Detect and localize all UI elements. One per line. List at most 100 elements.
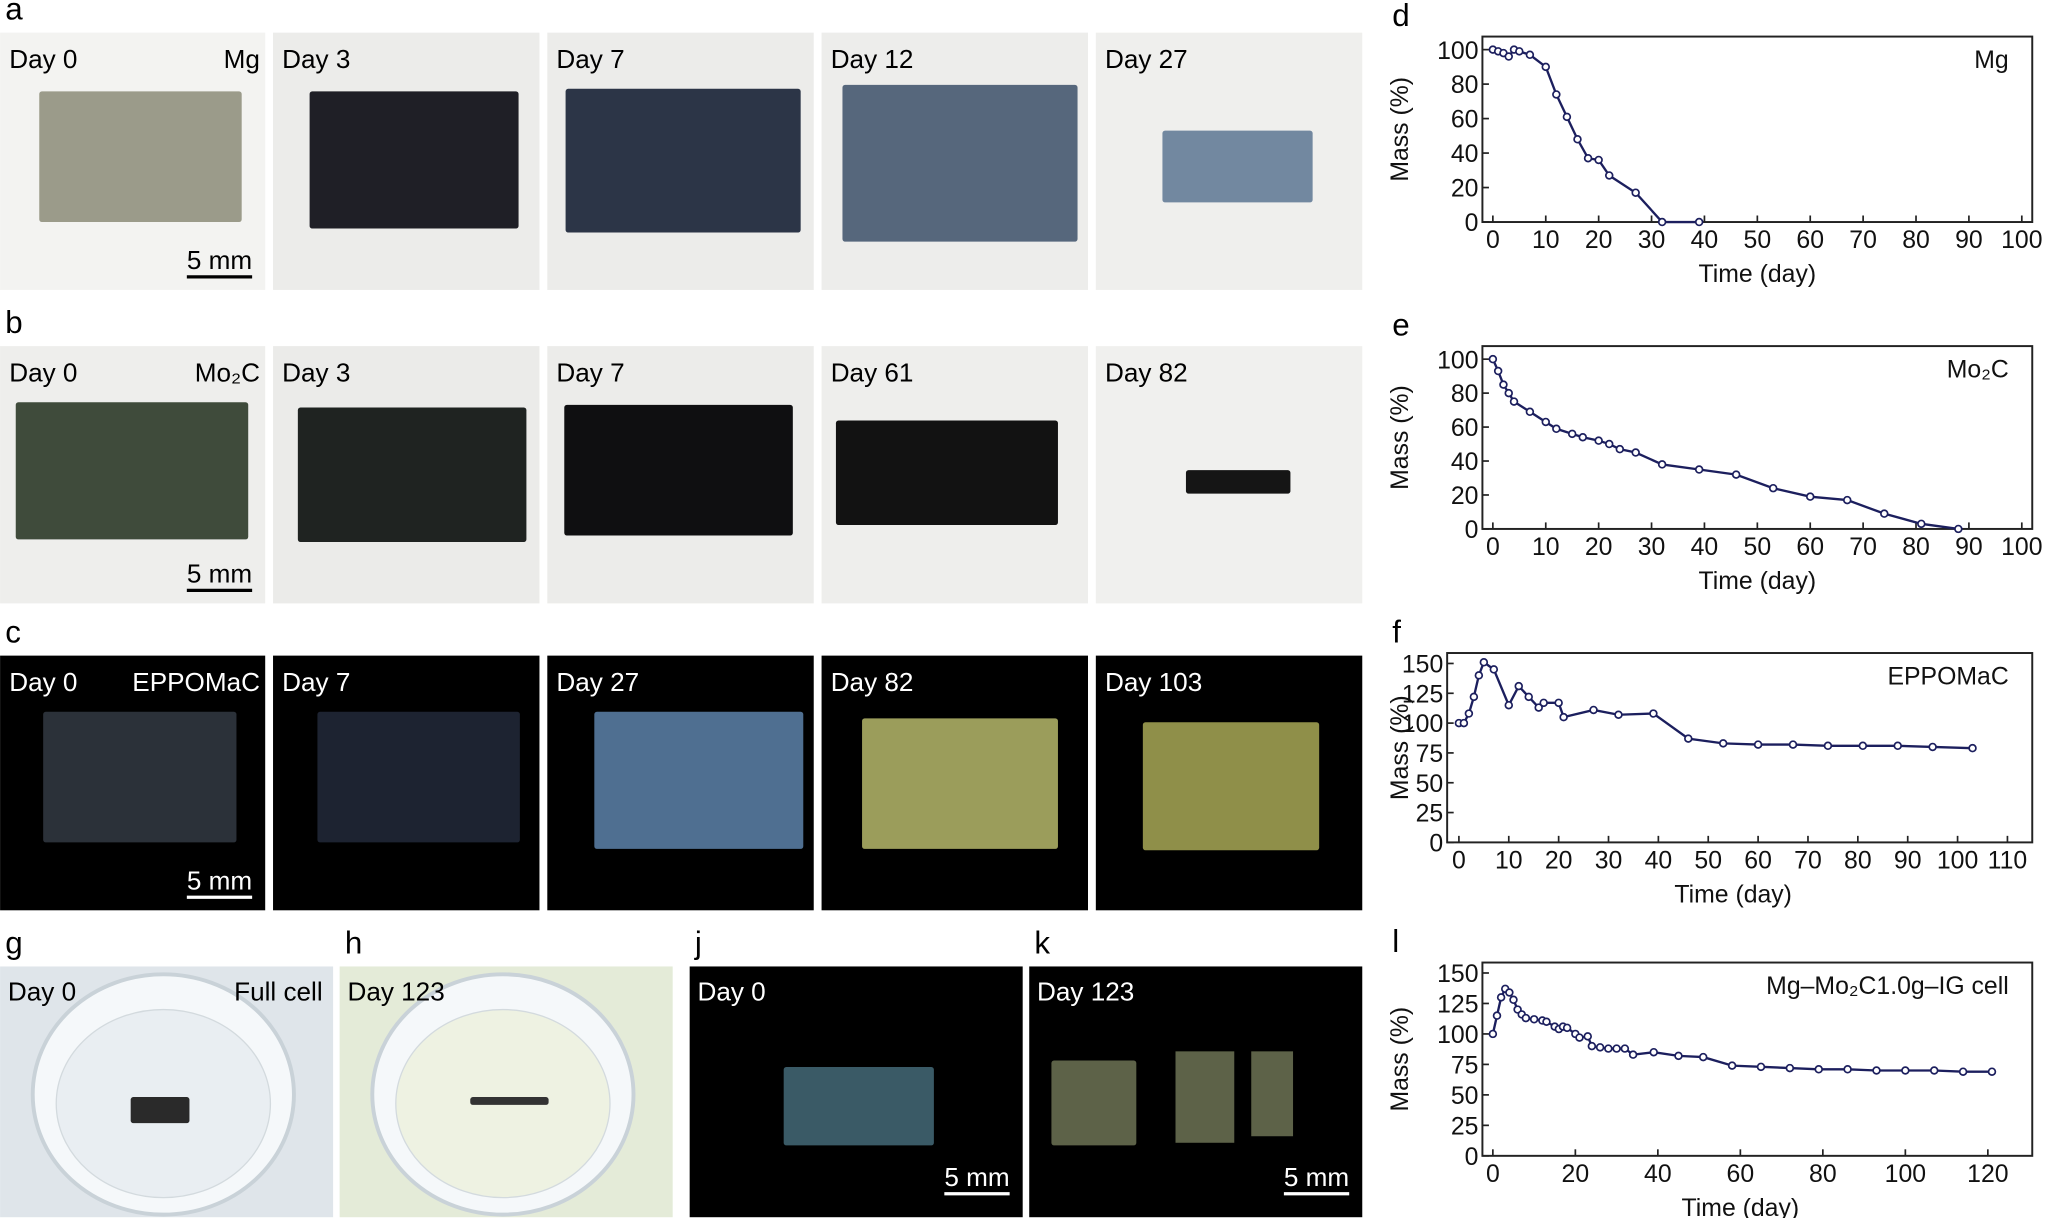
x-tick-label: 0 — [1486, 1161, 1500, 1188]
data-point — [1514, 681, 1523, 691]
photo-caption: Day 0 — [697, 976, 765, 1006]
photo-caption: Day 123 — [347, 976, 444, 1006]
data-point — [1504, 388, 1513, 398]
data-point — [1958, 1067, 1968, 1076]
sample — [43, 711, 237, 843]
data-point — [1529, 1015, 1539, 1024]
y-tick-label: 80 — [1451, 381, 1479, 408]
data-point — [1858, 741, 1868, 751]
data-point — [1578, 433, 1588, 442]
y-axis-label: Mass (%) — [1387, 1007, 1414, 1112]
sample — [130, 1097, 190, 1124]
x-tick-label: 80 — [1902, 227, 1930, 254]
x-tick-label: 20 — [1562, 1161, 1590, 1188]
data-point — [1474, 671, 1484, 680]
data-point — [1929, 1066, 1939, 1075]
x-tick-label: 40 — [1691, 227, 1719, 254]
y-tick-label: 50 — [1451, 1083, 1479, 1110]
x-tick-label: 70 — [1794, 848, 1822, 875]
data-point — [1604, 1044, 1613, 1053]
y-tick-label: 100 — [1402, 711, 1443, 738]
sample — [835, 420, 1058, 526]
data-point — [1753, 740, 1763, 749]
x-tick-label: 80 — [1809, 1161, 1837, 1188]
y-tick-label: 0 — [1465, 517, 1479, 544]
y-tick-label: 50 — [1416, 771, 1444, 798]
data-point — [1504, 700, 1514, 710]
data-point — [1521, 1013, 1531, 1023]
data-point — [1917, 519, 1926, 529]
data-point — [1489, 665, 1499, 674]
data-point — [1594, 155, 1603, 165]
y-tick-label: 75 — [1451, 1053, 1479, 1080]
y-tick-label: 100 — [1437, 38, 1478, 65]
x-tick-label: 0 — [1486, 227, 1500, 254]
sample — [564, 404, 793, 536]
data-point — [1649, 1047, 1658, 1057]
sample — [594, 711, 804, 849]
data-point — [1814, 1065, 1823, 1074]
photo-caption: Day 3 — [282, 357, 350, 387]
data-point — [1515, 47, 1524, 56]
panel-label: b — [5, 305, 22, 340]
panel-label: c — [5, 615, 21, 650]
data-point — [1928, 742, 1937, 752]
data-point — [1488, 354, 1498, 364]
panel-label: f — [1392, 615, 1401, 650]
x-tick-label: 100 — [1885, 1161, 1926, 1188]
panel-label: h — [345, 925, 362, 960]
data-point — [1698, 1052, 1708, 1062]
data-point — [1604, 439, 1614, 449]
y-axis-label: Mass (%) — [1387, 695, 1414, 800]
y-tick-label: 40 — [1451, 449, 1479, 476]
data-point — [1524, 692, 1533, 702]
sample — [842, 84, 1078, 242]
data-point — [1469, 692, 1479, 702]
x-tick-label: 10 — [1532, 534, 1560, 561]
panel-label: e — [1392, 308, 1409, 343]
data-point — [1534, 703, 1543, 712]
photo-tag: Mg — [224, 44, 260, 74]
sample — [317, 711, 520, 843]
data-point — [1459, 718, 1469, 728]
photo-tag: EPPOMaC — [132, 667, 260, 697]
photo-caption: Day 103 — [1105, 667, 1202, 697]
scale-label: 5 mm — [1284, 1162, 1349, 1192]
data-point — [1464, 709, 1474, 718]
x-tick-label: 70 — [1849, 534, 1877, 561]
panel-label: l — [1392, 924, 1399, 959]
y-tick-label: 20 — [1451, 483, 1479, 510]
x-tick-label: 100 — [2001, 227, 2042, 254]
photo-caption: Day 12 — [831, 44, 914, 74]
data-point — [1657, 460, 1667, 469]
data-point — [1492, 1011, 1502, 1020]
data-line — [1491, 358, 1959, 531]
sample — [1142, 722, 1320, 851]
data-point — [1583, 1032, 1592, 1041]
data-point — [1843, 1065, 1852, 1074]
data-point — [1628, 1050, 1638, 1059]
y-tick-label: 0 — [1465, 1144, 1479, 1171]
data-point — [1731, 470, 1741, 479]
data-point — [1509, 397, 1519, 406]
chart-title: Mo₂C — [1947, 356, 2009, 383]
data-point — [1488, 1029, 1498, 1039]
data-point — [1589, 705, 1598, 715]
x-tick-label: 20 — [1585, 227, 1613, 254]
sample — [783, 1067, 934, 1146]
data-point — [1479, 658, 1489, 667]
data-point — [1604, 171, 1614, 180]
data-point — [1552, 424, 1561, 434]
scale-label: 5 mm — [187, 558, 252, 588]
x-tick-label: 60 — [1744, 848, 1772, 875]
y-tick-label: 25 — [1451, 1114, 1479, 1141]
data-point — [1496, 993, 1506, 1002]
y-tick-label: 60 — [1451, 415, 1479, 442]
x-tick-label: 40 — [1691, 534, 1719, 561]
x-tick-label: 90 — [1955, 534, 1983, 561]
data-point — [1768, 483, 1778, 493]
photo-caption: Day 0 — [9, 667, 77, 697]
scale-label: 5 mm — [944, 1162, 1009, 1192]
x-tick-label: 10 — [1532, 227, 1560, 254]
